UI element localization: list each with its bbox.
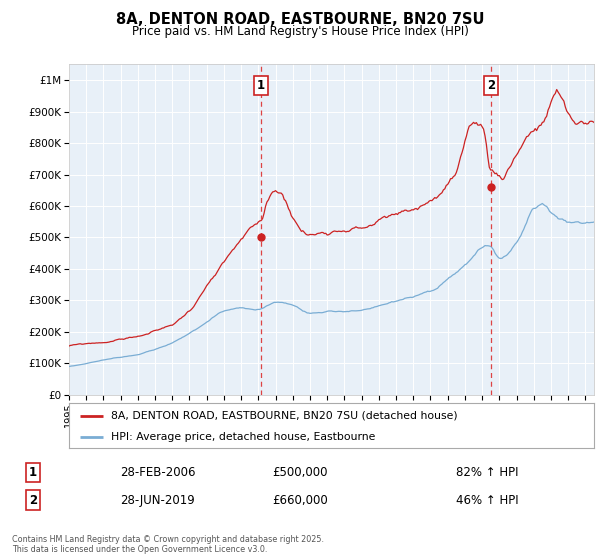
Text: £500,000: £500,000 xyxy=(272,466,328,479)
Text: 1: 1 xyxy=(257,80,265,92)
Text: £660,000: £660,000 xyxy=(272,493,328,507)
Text: 2: 2 xyxy=(29,493,37,507)
Text: Price paid vs. HM Land Registry's House Price Index (HPI): Price paid vs. HM Land Registry's House … xyxy=(131,25,469,38)
Text: 82% ↑ HPI: 82% ↑ HPI xyxy=(456,466,518,479)
Text: 28-JUN-2019: 28-JUN-2019 xyxy=(120,493,195,507)
Text: 46% ↑ HPI: 46% ↑ HPI xyxy=(456,493,518,507)
Text: Contains HM Land Registry data © Crown copyright and database right 2025.
This d: Contains HM Land Registry data © Crown c… xyxy=(12,535,324,554)
Text: 8A, DENTON ROAD, EASTBOURNE, BN20 7SU: 8A, DENTON ROAD, EASTBOURNE, BN20 7SU xyxy=(116,12,484,27)
Text: 8A, DENTON ROAD, EASTBOURNE, BN20 7SU (detached house): 8A, DENTON ROAD, EASTBOURNE, BN20 7SU (d… xyxy=(111,410,458,421)
Text: 1: 1 xyxy=(29,466,37,479)
Text: 2: 2 xyxy=(487,80,495,92)
Text: HPI: Average price, detached house, Eastbourne: HPI: Average price, detached house, East… xyxy=(111,432,376,442)
Text: 28-FEB-2006: 28-FEB-2006 xyxy=(120,466,196,479)
